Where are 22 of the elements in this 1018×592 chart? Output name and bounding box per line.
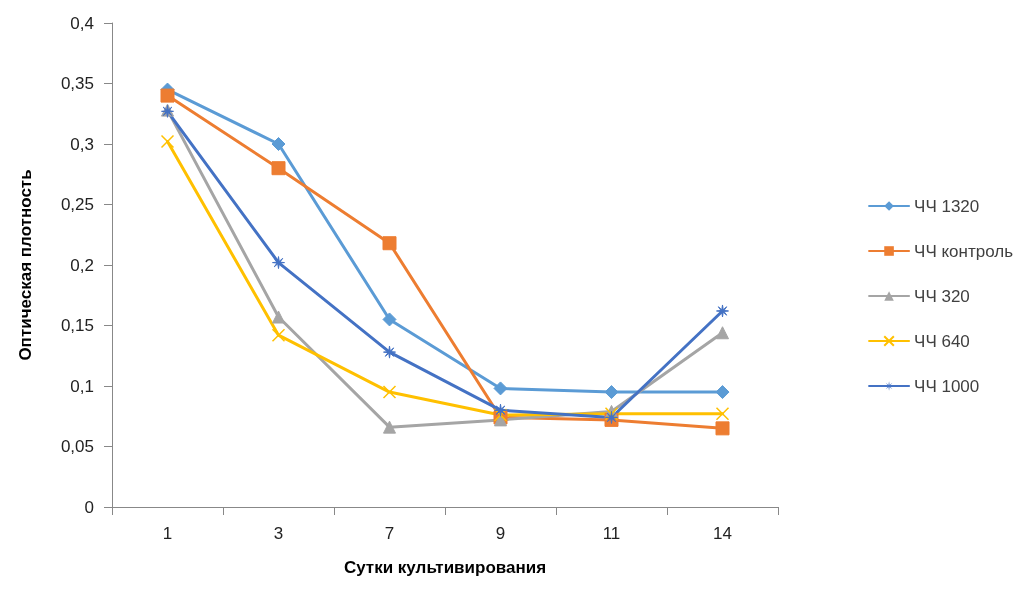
y-tick-label: 0,25 [60,195,94,214]
x-axis-title: Сутки культивирования [343,558,547,577]
legend-label: ЧЧ 320 [914,286,970,306]
y-tick-label: 0,05 [60,437,94,456]
y-axis-title: Оптическая плотность [16,169,35,361]
y-tick-label: 0,35 [60,74,94,93]
legend-label: ЧЧ 1320 [914,196,980,216]
y-tick-label: 0,15 [60,316,94,335]
legend-label: ЧЧ 1000 [914,376,980,396]
legend-label: ЧЧ 640 [914,331,970,351]
x-tick-label: 14 [713,524,732,543]
y-tick-label: 0,3 [70,134,94,154]
y-tick-label: 0,2 [70,255,94,275]
x-tick-label: 1 [162,524,173,543]
y-tick-label: 0,1 [70,376,94,396]
legend-label: ЧЧ контроль [914,241,1014,261]
x-tick-label: 11 [602,524,621,543]
x-tick-label: 7 [384,524,395,543]
x-tick-label: 9 [495,524,506,543]
y-tick-label: 0,4 [70,13,94,33]
y-tick-label: 0 [84,497,94,517]
x-tick-label: 3 [273,524,284,543]
